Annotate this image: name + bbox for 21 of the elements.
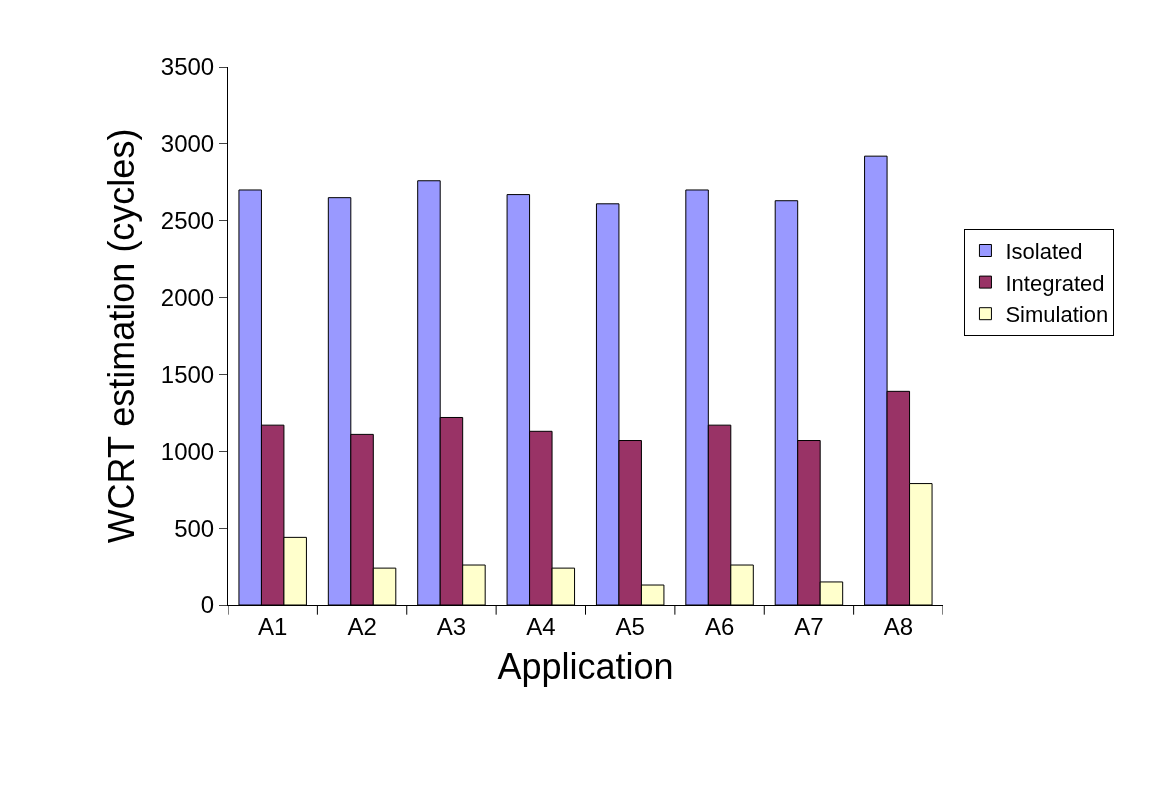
legend-label: Isolated: [1005, 239, 1083, 265]
y-tick-label: 0: [200, 591, 215, 619]
x-tick-label: A5: [615, 612, 645, 640]
y-tick-label: 1000: [160, 437, 215, 465]
x-axis-title: Application: [497, 646, 674, 688]
y-tick-label: 3500: [160, 53, 215, 81]
x-tick-label: A7: [794, 612, 824, 640]
x-tick-label: A3: [436, 612, 467, 640]
x-tick-label: A4: [526, 612, 556, 640]
y-tick-label: 2500: [160, 207, 215, 235]
y-axis-title: WCRT estimation (cycles): [100, 128, 142, 544]
x-tick-label: A2: [347, 612, 377, 640]
y-tick-label: 1500: [160, 360, 215, 388]
legend-label: Integrated: [1005, 270, 1105, 296]
x-tick-label: A6: [704, 612, 735, 640]
y-tick-label: 500: [174, 514, 215, 542]
legend-label: Simulation: [1005, 302, 1109, 328]
y-tick-label: 3000: [160, 130, 215, 158]
y-tick-label: 2000: [160, 283, 215, 311]
x-tick-label: A1: [258, 612, 288, 640]
x-tick-label: A8: [883, 612, 913, 640]
